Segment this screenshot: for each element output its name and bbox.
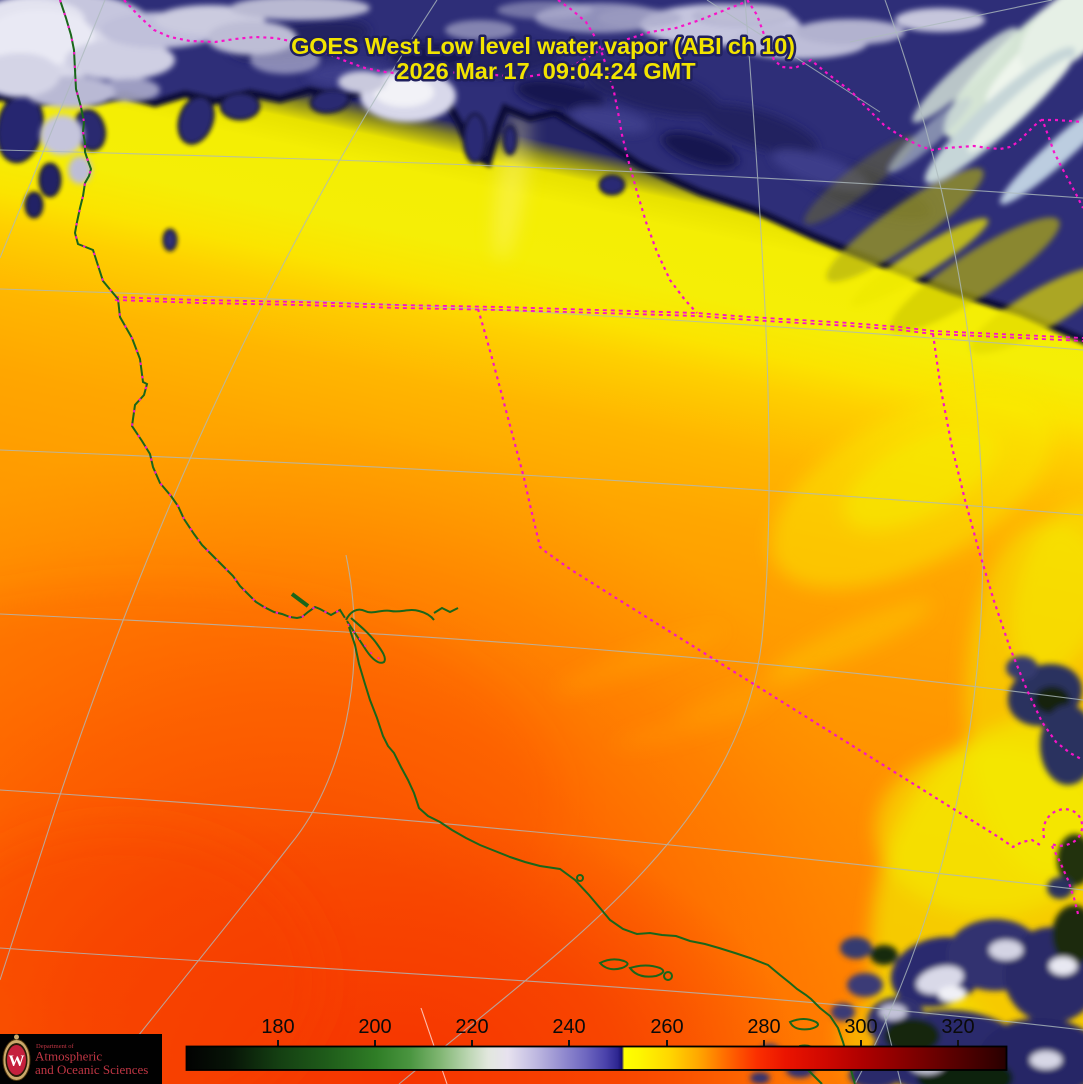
svg-text:200: 200 [358,1016,391,1038]
svg-text:W: W [9,1053,25,1070]
svg-text:280: 280 [747,1016,780,1038]
svg-text:GOES West Low level water vapo: GOES West Low level water vapor (ABI ch … [291,33,795,59]
svg-text:2026 Mar 17 09:04:24 GMT: 2026 Mar 17 09:04:24 GMT [396,58,696,84]
svg-text:300: 300 [844,1016,877,1038]
svg-text:240: 240 [552,1016,585,1038]
svg-text:180: 180 [261,1016,294,1038]
svg-text:Department of: Department of [36,1043,75,1050]
svg-text:260: 260 [650,1016,683,1038]
svg-text:320: 320 [941,1016,974,1038]
svg-text:220: 220 [455,1016,488,1038]
svg-text:and Oceanic Sciences: and Oceanic Sciences [35,1062,148,1077]
svg-text:Atmospheric: Atmospheric [35,1049,102,1064]
